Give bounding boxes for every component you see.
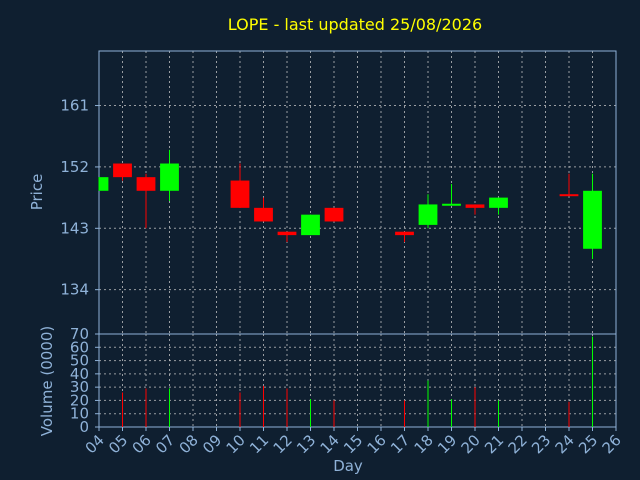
volume-tick-label: 40 [70, 365, 89, 383]
candle-body [277, 231, 297, 236]
candle-body [160, 163, 179, 191]
price-tick-label: 134 [60, 281, 89, 299]
volume-tick-label: 0 [79, 418, 89, 436]
volume-bars [122, 336, 593, 427]
price-tick-label: 143 [60, 219, 89, 237]
volume-tick-label: 50 [70, 352, 89, 370]
candle-body [136, 177, 156, 191]
volume-tick-label: 10 [70, 405, 89, 423]
candle-body [559, 194, 579, 197]
volume-axis-label: Volume (0000) [38, 326, 56, 436]
candle-body [395, 231, 414, 236]
volume-tick-label: 30 [70, 378, 89, 396]
candle-body [583, 190, 602, 249]
candle-body [113, 163, 132, 178]
chart-title: LOPE - last updated 25/08/2026 [228, 15, 482, 34]
price-y-ticks: 134 143 152 161 [60, 97, 99, 299]
price-tick-label: 161 [60, 97, 89, 115]
price-axis-label: Price [28, 174, 46, 211]
candle-body [418, 204, 438, 225]
volume-tick-label: 60 [70, 338, 89, 356]
volume-tick-label: 70 [70, 325, 89, 343]
volume-tick-label: 20 [70, 391, 89, 409]
candle-body [442, 203, 461, 206]
candles [98, 149, 602, 259]
candle-body [465, 204, 485, 208]
candle-body [489, 197, 508, 208]
x-axis-label: Day [333, 457, 363, 475]
candle-body [301, 214, 320, 236]
candle-body [230, 180, 250, 208]
candle-body [99, 177, 109, 191]
candle-body [254, 207, 273, 222]
candle-body [324, 207, 344, 222]
price-tick-label: 152 [60, 158, 89, 176]
